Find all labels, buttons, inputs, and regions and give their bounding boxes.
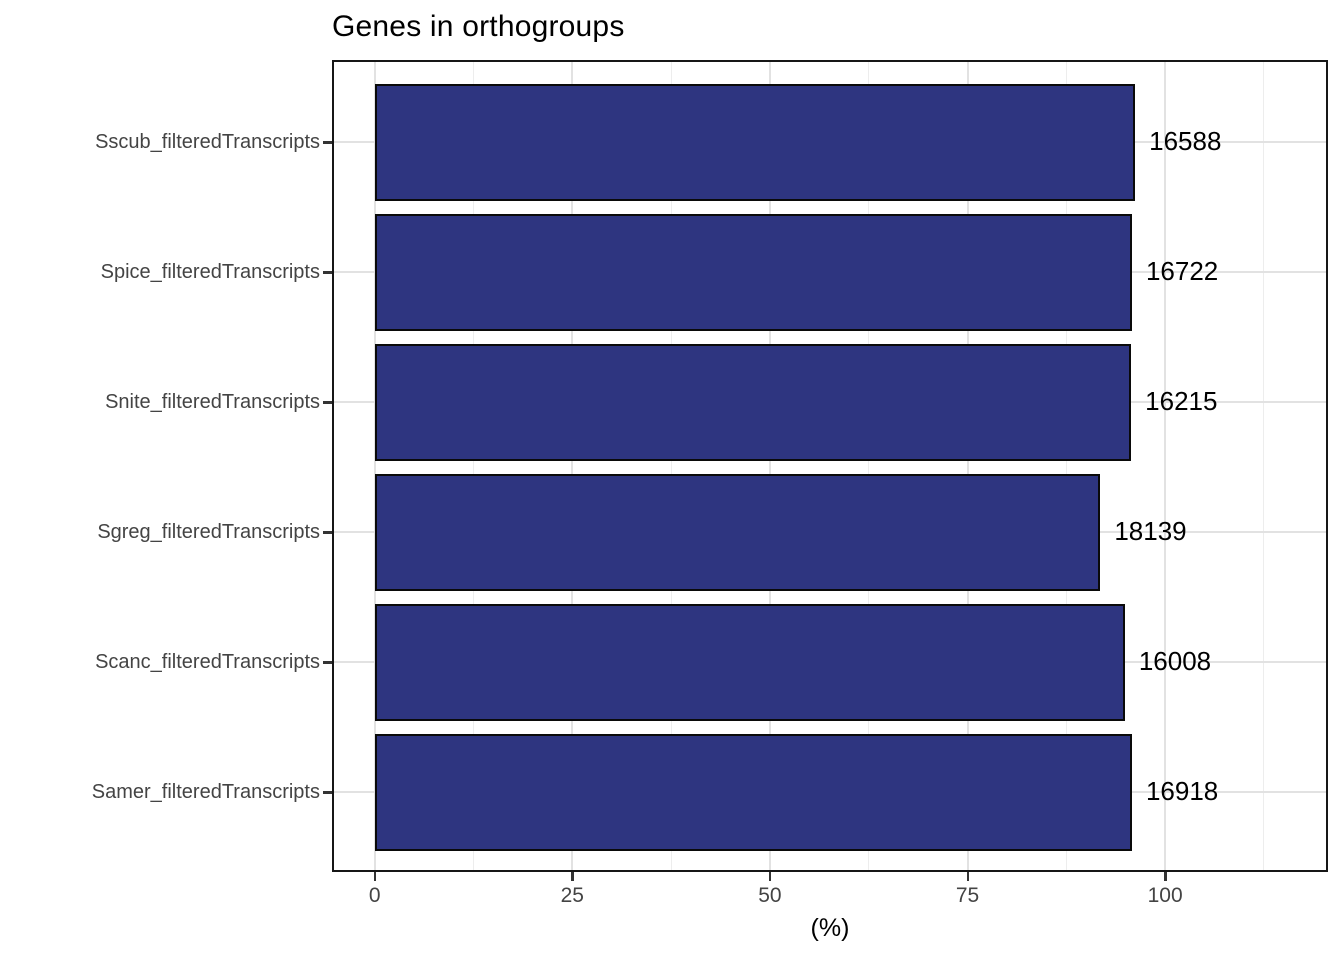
- bar: [374, 733, 1132, 851]
- gridline-minor-v: [670, 60, 672, 872]
- x-axis-tick: [966, 872, 970, 881]
- bar: [374, 83, 1136, 201]
- y-axis-label: Spice_filteredTranscripts: [100, 261, 320, 283]
- x-axis-tick: [373, 872, 377, 881]
- gridline-major-v: [1164, 60, 1167, 872]
- gridline-major-v: [966, 60, 969, 872]
- y-axis-tick: [323, 661, 332, 664]
- y-axis-label: Scanc_filteredTranscripts: [95, 651, 320, 673]
- bar-value-label: 18139: [1114, 516, 1187, 546]
- bar: [374, 603, 1125, 721]
- x-axis-title: (%): [810, 914, 850, 942]
- x-axis-tick: [768, 872, 772, 881]
- x-axis-tick-label: 25: [560, 884, 584, 907]
- bar-value-label: 16722: [1145, 256, 1219, 286]
- bar-value-label: 16918: [1145, 776, 1219, 806]
- y-axis-tick: [323, 791, 332, 794]
- x-axis-tick-label: 100: [1147, 884, 1183, 907]
- y-axis-tick: [323, 141, 332, 144]
- bar-value-label: 16008: [1138, 646, 1212, 676]
- bar-value-label: 16215: [1145, 386, 1218, 416]
- bar: [374, 213, 1132, 331]
- x-axis-tick-label: 50: [758, 884, 782, 907]
- plot-panel: [332, 60, 1328, 872]
- gridline-minor-v: [1065, 60, 1067, 872]
- gridline-major-v: [373, 60, 376, 872]
- gridline-minor-v: [472, 60, 474, 872]
- gridline-minor-v: [868, 60, 870, 872]
- gridline-minor-v: [1263, 60, 1265, 872]
- y-axis-label: Sscub_filteredTranscripts: [95, 131, 320, 153]
- x-axis-tick: [571, 872, 574, 881]
- y-axis-tick: [323, 271, 332, 274]
- x-axis-tick-label: 0: [368, 884, 381, 907]
- y-axis-label: Sgreg_filteredTranscripts: [97, 521, 320, 543]
- x-axis-tick-label: 75: [955, 884, 980, 907]
- y-axis-label: Snite_filteredTranscripts: [105, 391, 320, 413]
- chart-title: Genes in orthogroups: [332, 10, 625, 43]
- x-axis-tick: [1164, 872, 1167, 881]
- gridline-major-v: [571, 60, 574, 872]
- bar: [374, 343, 1132, 461]
- y-axis-tick: [323, 401, 332, 404]
- bar: [374, 473, 1101, 591]
- bar-value-label: 16588: [1149, 126, 1222, 156]
- y-axis-tick: [323, 531, 332, 534]
- y-axis-label: Samer_filteredTranscripts: [91, 781, 320, 803]
- gridline-major-v: [768, 60, 771, 872]
